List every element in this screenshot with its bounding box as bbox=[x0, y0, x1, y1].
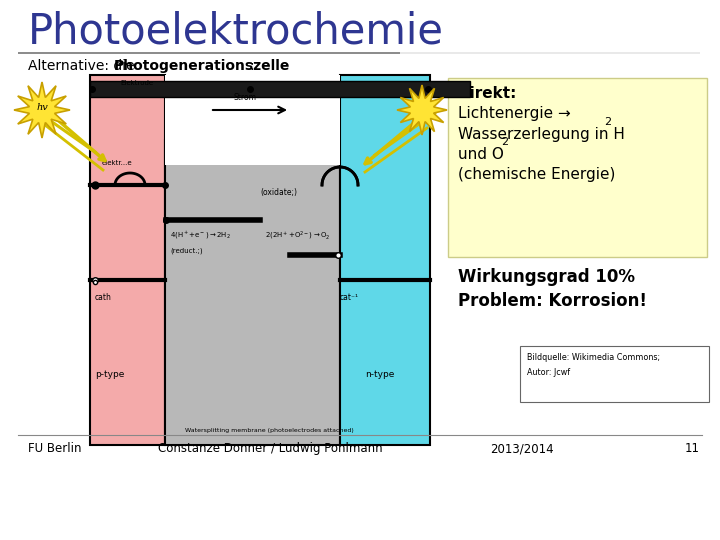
Polygon shape bbox=[397, 85, 447, 135]
Text: cath: cath bbox=[95, 293, 112, 302]
Text: Direkt:: Direkt: bbox=[458, 86, 518, 101]
Bar bbox=[125, 165, 435, 230]
Polygon shape bbox=[14, 82, 70, 138]
Text: Wasserzerlegung in H: Wasserzerlegung in H bbox=[458, 127, 625, 142]
Text: 2013/2014: 2013/2014 bbox=[490, 442, 554, 455]
Text: 4(H$^+$+e$^-$)$\rightarrow$2H$_2$: 4(H$^+$+e$^-$)$\rightarrow$2H$_2$ bbox=[170, 230, 231, 241]
Text: (reduct.;): (reduct.;) bbox=[170, 247, 202, 253]
Text: (oxidate;): (oxidate;) bbox=[260, 188, 297, 197]
Text: Problem: Korrosion!: Problem: Korrosion! bbox=[458, 292, 647, 310]
Text: und O: und O bbox=[458, 147, 504, 162]
Text: Strom: Strom bbox=[233, 93, 256, 102]
Text: cat⁻¹: cat⁻¹ bbox=[340, 293, 359, 302]
Bar bbox=[165, 140, 340, 445]
Text: Elektrode: Elektrode bbox=[120, 80, 153, 86]
Text: 2(2H$^+$+O$^{2-}$)$\rightarrow$O$_2$: 2(2H$^+$+O$^{2-}$)$\rightarrow$O$_2$ bbox=[265, 230, 330, 242]
Text: elektr...e: elektr...e bbox=[102, 160, 132, 166]
Text: hv: hv bbox=[36, 103, 48, 111]
Text: 11: 11 bbox=[685, 442, 700, 455]
Bar bbox=[90, 81, 470, 97]
Text: 2: 2 bbox=[604, 117, 611, 127]
Text: (chemische Energie): (chemische Energie) bbox=[458, 167, 616, 182]
Text: Lichtenergie →: Lichtenergie → bbox=[458, 106, 571, 121]
Bar bbox=[165, 75, 340, 165]
Text: :: : bbox=[249, 59, 253, 73]
Text: Alternative: die: Alternative: die bbox=[28, 59, 139, 73]
Text: Bildquelle: Wikimedia Commons;: Bildquelle: Wikimedia Commons; bbox=[527, 353, 660, 362]
Text: Wirkungsgrad 10%: Wirkungsgrad 10% bbox=[458, 268, 635, 286]
Text: Constanze Donner / Ludwig Pohlmann: Constanze Donner / Ludwig Pohlmann bbox=[158, 442, 382, 455]
Text: n-type: n-type bbox=[365, 370, 395, 379]
Text: Photoelektrochemie: Photoelektrochemie bbox=[28, 10, 444, 52]
Text: Watersplitting membrane (photoelectrodes attached): Watersplitting membrane (photoelectrodes… bbox=[185, 428, 354, 433]
Text: Autor: Jcwf: Autor: Jcwf bbox=[527, 368, 570, 377]
FancyBboxPatch shape bbox=[520, 346, 709, 402]
Bar bbox=[340, 75, 430, 445]
Text: p-type: p-type bbox=[95, 370, 125, 379]
FancyBboxPatch shape bbox=[448, 78, 707, 257]
Bar bbox=[90, 75, 165, 445]
Text: FU Berlin: FU Berlin bbox=[28, 442, 81, 455]
Text: Photogenerationszelle: Photogenerationszelle bbox=[114, 59, 290, 73]
Text: 2: 2 bbox=[501, 137, 508, 147]
